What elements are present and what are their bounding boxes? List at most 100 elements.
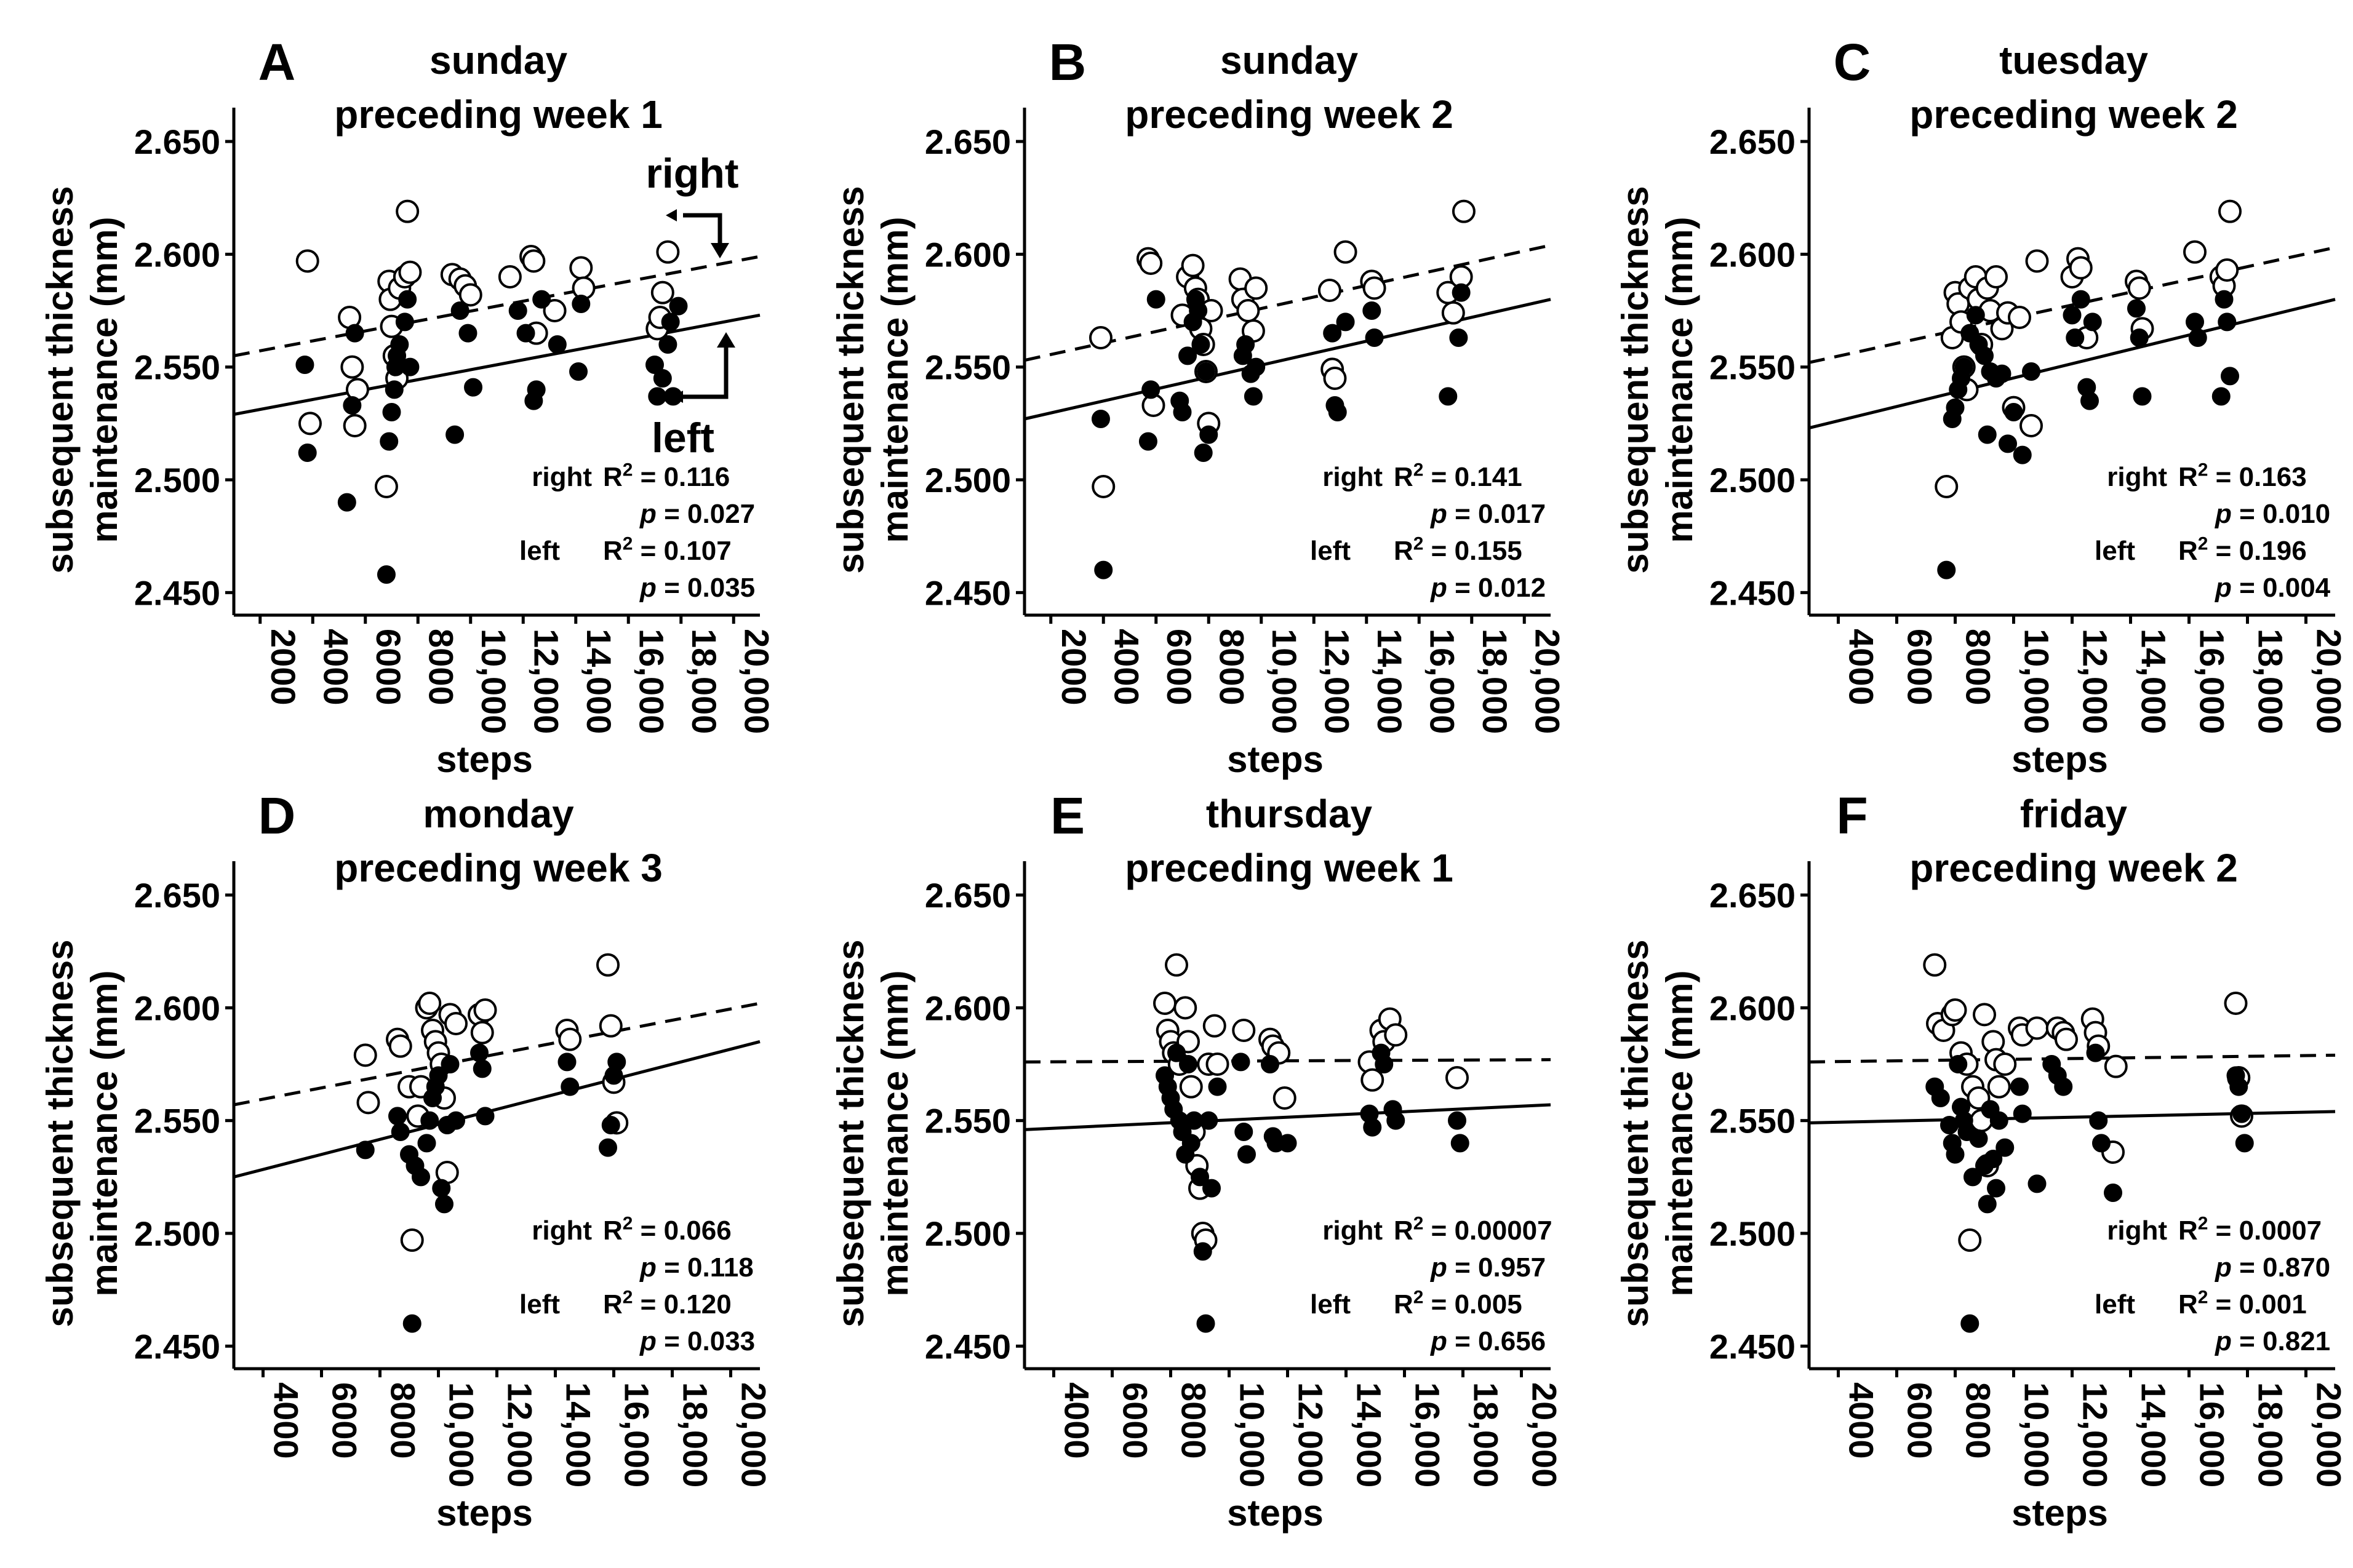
y-tick-label: 2.650 <box>925 876 1011 915</box>
right-point <box>656 240 680 264</box>
left-point <box>380 432 399 451</box>
left-point <box>527 380 546 399</box>
stats-left-label: left <box>2095 536 2135 566</box>
left-point <box>1199 1111 1218 1130</box>
y-tick-label: 2.500 <box>1709 1214 1796 1253</box>
left-point <box>420 1111 439 1130</box>
left-point <box>298 444 317 462</box>
panel-letter: E <box>1050 787 1085 845</box>
right-point <box>1333 240 1357 264</box>
x-tick-label: 18,000 <box>685 629 724 734</box>
stats-left-r2: R2 = 0.155 <box>1394 533 1522 566</box>
right-point <box>473 998 497 1022</box>
x-tick-label: 6000 <box>1901 629 1940 706</box>
left-point <box>1989 1111 2008 1130</box>
panel-subtitle: preceding week 2 <box>1909 846 2238 890</box>
stats-left-r2: R2 = 0.005 <box>1394 1287 1522 1319</box>
left-point <box>2010 1077 2029 1096</box>
left-point <box>653 369 672 388</box>
right-point <box>356 1091 380 1115</box>
right-point <box>1441 301 1465 325</box>
left-point <box>669 296 688 316</box>
right-point <box>1236 299 1260 322</box>
stats-right-r2: R2 = 0.00007 <box>1394 1213 1552 1246</box>
panel-subtitle: preceding week 1 <box>1125 846 1453 890</box>
panel-title: monday <box>423 792 574 836</box>
right-point <box>1181 253 1205 277</box>
x-tick-label: 2000 <box>1055 629 1093 706</box>
left-point <box>1261 1055 1279 1073</box>
right-point <box>295 249 319 273</box>
panel-title: tuesday <box>1999 38 2148 82</box>
left-point <box>2211 387 2231 406</box>
left-point <box>1969 1129 1988 1148</box>
right-fit-line <box>1024 244 1551 362</box>
stats-right-p: p = 0.017 <box>1430 499 1546 529</box>
x-tick-label: 16,000 <box>1423 629 1461 734</box>
right-point <box>298 412 322 436</box>
right-point <box>1173 996 1197 1020</box>
left-point <box>343 396 362 415</box>
legend-right-arrow <box>683 213 722 246</box>
right-point <box>1272 1086 1296 1110</box>
right-point <box>353 1043 377 1067</box>
stats-left-r2: R2 = 0.120 <box>603 1287 732 1319</box>
left-point <box>398 290 417 309</box>
right-point <box>1445 1066 1469 1089</box>
right-point <box>1232 1019 1256 1042</box>
right-point <box>1244 276 1268 300</box>
right-point <box>1958 1228 1982 1252</box>
left-point <box>2218 312 2237 332</box>
left-point <box>1995 1138 2015 1157</box>
left-point <box>1244 387 1263 406</box>
y-tick-label: 2.500 <box>925 461 1011 499</box>
y-tick-label: 2.600 <box>134 235 220 274</box>
left-point <box>1963 1168 1982 1187</box>
right-point <box>2104 1054 2128 1078</box>
left-point <box>1278 1134 1297 1153</box>
left-point <box>1992 364 2011 383</box>
left-point <box>1237 1145 1256 1164</box>
left-point <box>1146 290 1165 309</box>
left-point <box>1202 1179 1221 1198</box>
right-point <box>1935 475 1959 498</box>
left-point <box>607 1053 626 1072</box>
stats-left-p: p = 0.656 <box>1430 1326 1546 1356</box>
stats-left-label: left <box>519 536 560 566</box>
left-point <box>1949 1055 1968 1073</box>
left-point <box>1978 1195 1997 1214</box>
left-point <box>2229 1077 2248 1096</box>
right-fit-line <box>1808 245 2336 364</box>
left-point <box>1191 335 1210 354</box>
left-point <box>429 1066 448 1085</box>
panel-subtitle: preceding week 2 <box>1125 92 1453 137</box>
stats-right-label: right <box>2107 462 2167 492</box>
panel-title: thursday <box>1206 792 1373 836</box>
stats-right-r2: R2 = 0.0007 <box>2178 1213 2322 1246</box>
y-tick-label: 2.650 <box>134 122 220 161</box>
panel-letter: C <box>1834 33 1871 91</box>
y-axis-label-line1: subsequent thickness <box>1615 186 1656 573</box>
left-point <box>2063 306 2082 325</box>
left-point <box>1323 324 1342 343</box>
left-point <box>532 290 551 309</box>
x-tick-label: 14,000 <box>2135 1382 2173 1487</box>
x-tick-label: 20,000 <box>2310 1382 2349 1487</box>
left-point <box>385 380 404 399</box>
left-fit-line <box>1024 1103 1551 1131</box>
x-tick-label: 20,000 <box>2310 629 2349 734</box>
left-point <box>1199 425 1218 444</box>
legend-left-arrowhead <box>717 332 735 348</box>
left-point <box>388 1107 407 1126</box>
left-point <box>1234 1123 1253 1141</box>
left-point <box>1179 1055 1197 1073</box>
panel-letter: D <box>258 787 296 845</box>
y-tick-label: 2.650 <box>1709 876 1796 915</box>
right-point <box>1362 276 1386 300</box>
right-point <box>2008 306 2031 329</box>
y-axis-label-line1: subsequent thickness <box>1615 939 1656 1327</box>
left-point <box>1439 387 1458 406</box>
left-point <box>1167 1043 1186 1062</box>
y-axis-label-line1: subsequent thickness <box>39 186 81 573</box>
